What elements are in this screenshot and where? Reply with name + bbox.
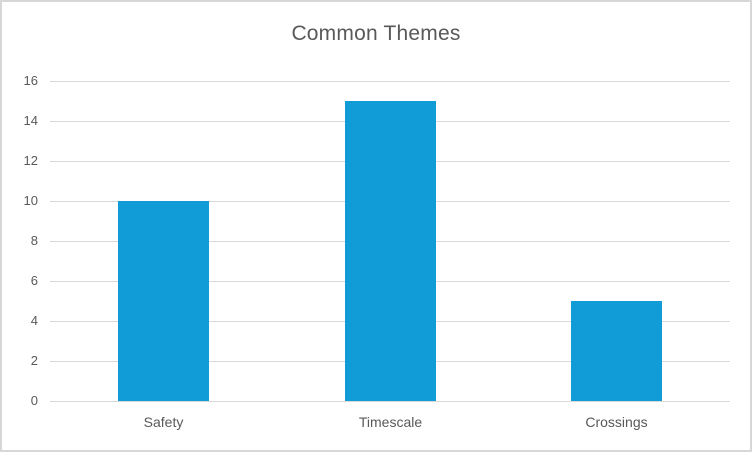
chart-title: Common Themes (291, 22, 461, 45)
x-category-label: Safety (143, 414, 184, 430)
y-tick-label: 4 (30, 313, 38, 328)
y-tick-label: 10 (23, 193, 38, 208)
x-category-label: Timescale (358, 414, 423, 430)
bar-crossings (571, 301, 662, 401)
y-tick-label: 2 (30, 353, 38, 368)
bar-timescale (345, 101, 436, 401)
x-axis-line (50, 401, 730, 402)
plot-area (50, 81, 730, 402)
x-category-label: Crossings (585, 414, 648, 430)
bar-safety (118, 201, 209, 401)
y-tick-label: 14 (23, 113, 38, 128)
y-tick-label: 16 (23, 73, 38, 88)
y-tick-label: 12 (23, 153, 38, 168)
y-tick-label: 6 (30, 273, 38, 288)
y-tick-label: 8 (30, 233, 38, 248)
gridline (50, 81, 730, 82)
y-tick-label: 0 (30, 393, 38, 408)
